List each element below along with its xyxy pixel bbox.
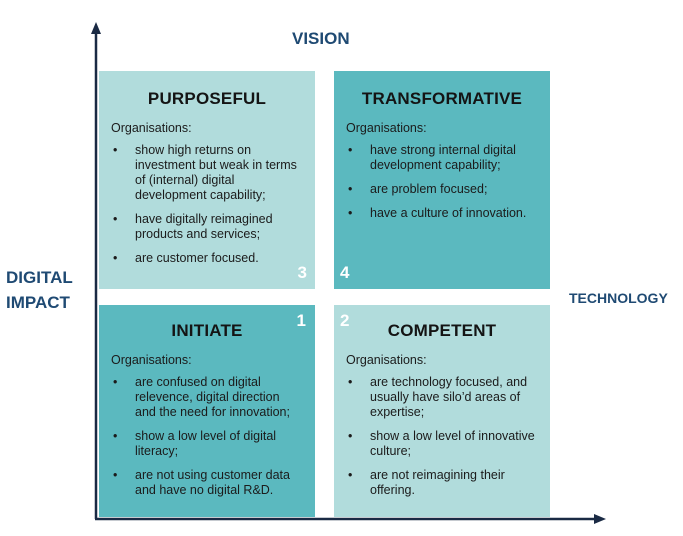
list-item: have digitally reimagined products and s… <box>111 212 303 242</box>
quadrant-list: are confused on digital relevence, digit… <box>111 375 303 498</box>
quadrant-title: TRANSFORMATIVE <box>361 89 523 108</box>
quadrant-number: 3 <box>297 263 307 282</box>
list-item: are customer focused. <box>111 251 303 266</box>
list-item: are problem focused; <box>346 182 538 197</box>
list-item: have a culture of innovation. <box>346 206 538 221</box>
list-item: are not using customer data and have no … <box>111 468 303 498</box>
quadrant-list: are technology focused, and usually have… <box>346 375 538 498</box>
list-item: show a low level of innovative culture; <box>346 429 538 459</box>
quadrant-subtitle: Organisations: <box>346 353 427 367</box>
quadrant-title: PURPOSEFUL <box>147 89 267 108</box>
vision-axis-label: VISION <box>292 29 350 48</box>
list-item: have strong internal digital development… <box>346 143 538 173</box>
quadrant-subtitle: Organisations: <box>346 121 427 135</box>
quadrant-transformative: TRANSFORMATIVE Organisations: have stron… <box>334 71 550 289</box>
vertical-axis-arrowhead <box>91 22 101 34</box>
quadrant-list: show high returns on investment but weak… <box>111 143 303 266</box>
quadrant-purposeful: PURPOSEFUL Organisations: show high retu… <box>99 71 315 289</box>
list-item: are confused on digital relevence, digit… <box>111 375 303 420</box>
list-item: are technology focused, and usually have… <box>346 375 538 420</box>
digital-impact-axis-label: DIGITAL IMPACT <box>6 265 73 315</box>
quadrant-list: have strong internal digital development… <box>346 143 538 221</box>
quadrant-subtitle: Organisations: <box>111 353 192 367</box>
quadrant-initiate: INITIATE Organisations: are confused on … <box>99 305 315 517</box>
quadrant-number: 2 <box>340 311 350 330</box>
quadrant-number: 1 <box>296 311 306 330</box>
quadrant-competent: COMPETENT Organisations: are technology … <box>334 305 550 517</box>
technology-axis-label: TECHNOLOGY <box>569 290 668 306</box>
quadrant-title: INITIATE <box>171 321 243 340</box>
digital-impact-line1: DIGITAL <box>6 268 73 287</box>
quadrant-number: 4 <box>340 263 350 282</box>
list-item: show high returns on investment but weak… <box>111 143 303 203</box>
quadrant-subtitle: Organisations: <box>111 121 192 135</box>
list-item: show a low level of digital literacy; <box>111 429 303 459</box>
horizontal-axis-arrowhead <box>594 514 606 524</box>
list-item: are not reimagining their offering. <box>346 468 538 498</box>
quadrant-title: COMPETENT <box>387 321 497 340</box>
digital-impact-line2: IMPACT <box>6 293 70 312</box>
